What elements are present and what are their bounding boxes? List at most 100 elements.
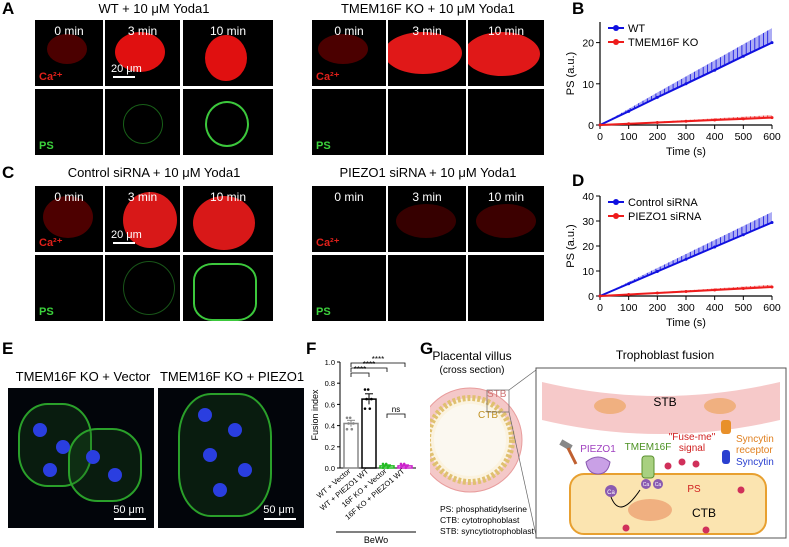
panel-label-a: A	[2, 0, 15, 18]
y-tick-label: 1.0	[325, 358, 335, 367]
data-point	[348, 416, 352, 420]
hammer-icon	[559, 439, 578, 465]
micrograph-wt-ps-3min	[105, 89, 180, 155]
data-point	[402, 462, 406, 466]
series-point	[684, 290, 688, 293]
panel-c-left-title: Control siRNA + 10 μM Yoda1	[67, 165, 241, 180]
micrograph-wt-ps-0min: PS	[35, 89, 103, 155]
panel-label-b: B	[572, 0, 585, 18]
legend-label: Control siRNA	[628, 197, 698, 209]
micrograph-ko-ps-3min	[388, 89, 466, 155]
villus-title: Placental villus	[432, 349, 511, 363]
data-point	[347, 422, 350, 425]
data-point	[406, 464, 409, 468]
y-tick-label: 0.0	[325, 464, 335, 473]
micrograph-ko-ps-10min	[468, 89, 544, 155]
significance-label: ****	[363, 360, 375, 369]
micrograph-ctrl-ca-0min: 0 min Ca²⁺	[35, 186, 103, 252]
micrograph-sipiezo-ca-3min: 3 min	[388, 186, 466, 252]
data-point	[381, 466, 385, 470]
micrograph-ko-ca-0min: 0 min Ca²⁺	[312, 20, 386, 86]
syncytin-receptor-label-1: Syncytin	[736, 434, 774, 445]
data-point	[399, 466, 403, 470]
series-point	[741, 54, 745, 58]
x-tick-label: 300	[677, 131, 695, 143]
x-tick-label: 400	[706, 302, 724, 314]
significance-bracket	[350, 372, 370, 377]
x-tick-label: 600	[763, 131, 781, 143]
legend-label: PIEZO1 siRNA	[628, 211, 702, 223]
data-point	[381, 462, 385, 466]
micrograph-ctrl-ps-3min	[105, 255, 180, 321]
micrograph-sipiezo-ps-0min: PS	[312, 255, 386, 321]
trophoblast-fusion-diagram: Placental villus (cross section) Trophob…	[430, 348, 787, 539]
micrograph-ko-ca-3min: 3 min	[388, 20, 466, 86]
data-point	[352, 422, 355, 425]
micrograph-ko-ps-0min: PS	[312, 89, 386, 155]
micrograph-wt-ca-3min: 3 min 20 μm	[105, 20, 180, 86]
villus-ctb-label: CTB	[478, 410, 498, 421]
micrograph-wt-ps-10min	[183, 89, 273, 155]
ca-label: Ca²⁺	[39, 71, 63, 83]
series-point	[713, 245, 717, 249]
scale-bar-text: 20 μm	[111, 63, 142, 75]
villus-cross-section: STB CTB	[430, 369, 537, 536]
y-tick-label: 40	[582, 191, 594, 203]
syncytin-receptor-label-2: receptor	[736, 445, 773, 456]
data-point	[386, 466, 390, 470]
significance-label: ****	[372, 355, 384, 364]
data-point	[404, 466, 408, 470]
panel-label-e: E	[2, 339, 14, 358]
panel-label-d: D	[572, 171, 585, 190]
villus-subtitle: (cross section)	[439, 365, 504, 376]
y-tick-label: 10	[582, 79, 594, 91]
series-point	[655, 291, 659, 295]
data-point	[384, 462, 388, 466]
series-point	[770, 41, 774, 45]
ns-label: ns	[392, 405, 400, 414]
micrograph-ctrl-ca-3min: 3 min 20 μm	[105, 186, 180, 252]
micrograph-sipiezo-ps-10min	[468, 255, 544, 321]
data-point	[366, 388, 370, 391]
series-point	[598, 123, 602, 127]
series-point	[627, 109, 631, 113]
ps-label: PS	[687, 484, 701, 495]
series-point	[655, 270, 659, 273]
y-axis-label: PS (a.u.)	[565, 52, 577, 95]
micrograph-sipiezo-ca-0min: 0 min Ca²⁺	[312, 186, 386, 252]
significance-label: ****	[354, 365, 366, 374]
stb-label: STB	[653, 395, 676, 409]
ps-dot-icon	[664, 462, 672, 470]
y-tick-label: 0.4	[325, 422, 335, 431]
micrograph-ko-piezo1: 50 μm	[158, 388, 304, 528]
series-point	[684, 119, 688, 123]
x-tick-label: 500	[735, 302, 753, 314]
series-point	[598, 294, 602, 298]
series-point	[741, 287, 745, 290]
chart-b: 0 100 200 300 400 500 600 0 10 20 Time (s) PS (a.u.…	[565, 22, 781, 158]
panel-label-f: F	[306, 339, 317, 358]
panel-label-c: C	[2, 163, 15, 182]
ns-bracket	[386, 413, 406, 418]
y-tick-label: 0	[588, 120, 594, 132]
group-label: BeWo	[364, 535, 388, 545]
tmem16f-label: TMEM16F	[625, 442, 672, 453]
series-point	[770, 116, 774, 120]
series-point	[655, 121, 659, 125]
y-tick-label: 0	[588, 291, 594, 303]
legend-marker	[613, 213, 619, 219]
tmem16f-icon	[641, 455, 655, 479]
x-tick-label: 100	[620, 302, 638, 314]
panel-a-right-title: TMEM16F KO + 10 μM Yoda1	[340, 1, 516, 16]
data-point	[401, 464, 404, 468]
panel-e-right-title: TMEM16F KO + PIEZO1	[159, 369, 305, 384]
data-point	[363, 388, 367, 391]
data-point	[365, 397, 368, 401]
micrograph-ctrl-ps-10min	[183, 255, 273, 321]
legend-marker	[613, 25, 619, 31]
svg-text:Ca: Ca	[643, 482, 650, 488]
stb-layer	[542, 382, 780, 434]
svg-text:Ca: Ca	[655, 482, 662, 488]
panel-label-g: G	[420, 339, 434, 358]
